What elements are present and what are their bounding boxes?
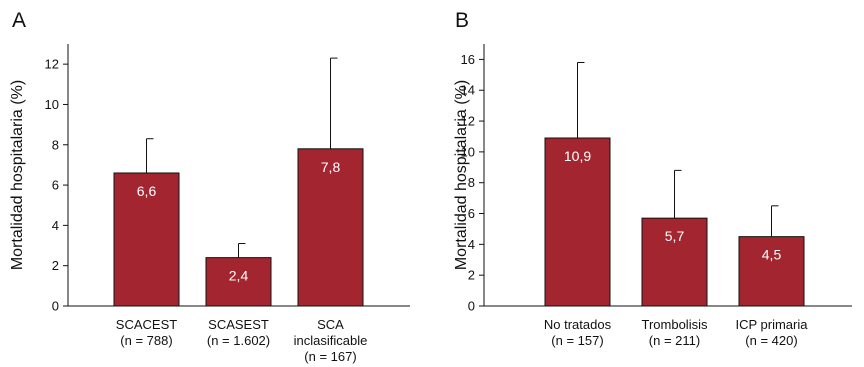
panel-b-category-label: (n = 157) <box>551 333 603 348</box>
panel-a-bar <box>297 148 364 307</box>
panel-a-y-tick-label: 2 <box>52 258 59 273</box>
panel-b-y-tick-label: 2 <box>468 268 475 283</box>
panel-b-y-tick-label: 16 <box>461 52 475 67</box>
panel-a-value-label: 2,4 <box>229 268 249 284</box>
panel-b-bar <box>738 236 805 307</box>
panel-b-y-tick-label: 6 <box>468 206 475 221</box>
panel-b-y-tick-label: 10 <box>461 144 475 159</box>
panel-b-category-label: (n = 420) <box>745 333 797 348</box>
panel-a-category-label: (n = 1.602) <box>207 333 270 348</box>
panel-b-y-tick-label: 0 <box>468 299 475 314</box>
panel-b-y-tick-label: 8 <box>468 175 475 190</box>
panel-a-category-label: (n = 788) <box>120 333 172 348</box>
panel-a-bar <box>113 172 180 307</box>
panel-a-y-tick-label: 0 <box>52 299 59 314</box>
panel-a-category-label: SCA <box>317 317 344 332</box>
panel-a-y-tick-label: 12 <box>45 57 59 72</box>
panel-b-bar <box>544 137 611 307</box>
panel-b-category-label: No tratados <box>544 317 612 332</box>
panel-a-y-tick-label: 6 <box>52 178 59 193</box>
panel-a-letter: A <box>12 9 26 32</box>
panel-b-bar <box>641 217 708 307</box>
panel-b-y-tick-label: 14 <box>461 83 475 98</box>
panel-a-y-tick-label: 8 <box>52 137 59 152</box>
panel-b-y-axis-label: Mortalidad hospitalaria (%) <box>453 80 470 270</box>
panel-a-y-tick-label: 4 <box>52 218 59 233</box>
panel-a-category-label: SCASEST <box>208 317 269 332</box>
panel-a-category-label: inclasificable <box>294 333 368 348</box>
panel-b-value-label: 10,9 <box>564 148 591 164</box>
panel-b-y-tick-label: 12 <box>461 114 475 129</box>
panel-a-bar <box>205 257 272 307</box>
panel-b-letter: B <box>455 9 469 32</box>
panel-a-y-tick-label: 10 <box>45 97 59 112</box>
panel-b-y-tick-label: 4 <box>468 237 475 252</box>
panel-b-category-label: (n = 211) <box>649 333 700 348</box>
panel-b-category-label: ICP primaria <box>735 317 808 332</box>
panel-a-category-label: SCACEST <box>116 317 177 332</box>
panel-a-value-label: 7,8 <box>321 159 341 175</box>
panel-a-y-axis-label: Mortalidad hospitalaria (%) <box>9 80 26 270</box>
panel-b-category-label: Trombolisis <box>642 317 708 332</box>
panel-b-value-label: 5,7 <box>665 228 685 244</box>
panel-a-value-label: 6,6 <box>137 183 157 199</box>
panel-a-category-label: (n = 167) <box>304 349 356 364</box>
panel-b-value-label: 4,5 <box>762 247 782 263</box>
